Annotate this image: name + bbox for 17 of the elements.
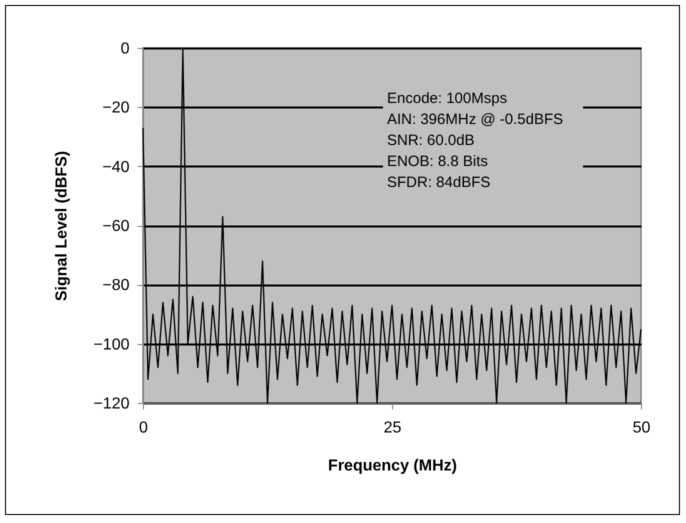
annotation: Encode: 100Msps bbox=[387, 90, 508, 107]
y-tick-label: −40 bbox=[102, 158, 130, 176]
x-tick-label: 25 bbox=[384, 420, 402, 436]
y-tick-label: −80 bbox=[102, 277, 130, 294]
x-tick-label: 0 bbox=[139, 420, 148, 436]
x-tick-label: 50 bbox=[632, 420, 650, 436]
annotation: ENOB: 8.8 Bits bbox=[387, 153, 488, 170]
annotation: AIN: 396MHz @ -0.5dBFS bbox=[387, 111, 564, 128]
y-tick-label: −100 bbox=[93, 336, 130, 354]
y-tick-label: 0 bbox=[120, 40, 130, 58]
annotation: SNR: 60.0dB bbox=[387, 132, 475, 149]
annotation: SFDR: 84dBFS bbox=[387, 174, 490, 191]
x-axis-title: Frequency (MHz) bbox=[328, 458, 457, 474]
y-tick-label: −20 bbox=[102, 100, 130, 117]
y-tick-label: −60 bbox=[102, 218, 130, 235]
y-tick-label: −120 bbox=[93, 396, 130, 412]
y-axis-title: Signal Level (dBFS) bbox=[53, 150, 70, 302]
